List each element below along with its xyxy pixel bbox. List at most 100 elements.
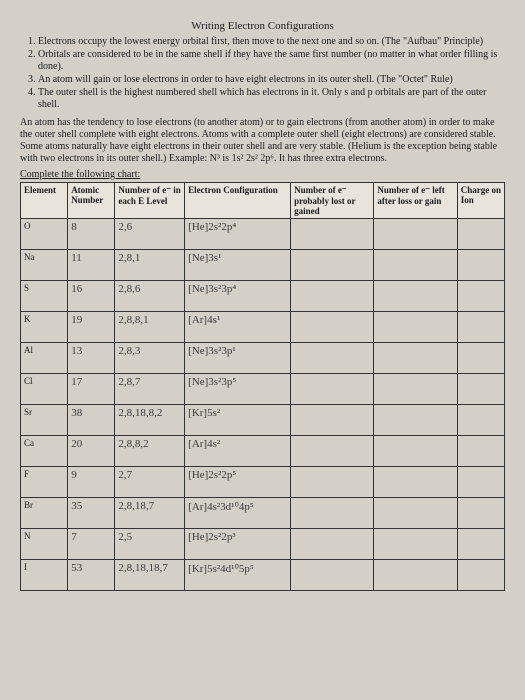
cell-left [374, 498, 457, 529]
cell-lost [291, 498, 374, 529]
cell-charge [457, 312, 504, 343]
cell-elem: K [21, 312, 68, 343]
table-row: Sr382,8,18,8,2[Kr]5s² [21, 405, 505, 436]
cell-left [374, 560, 457, 591]
cell-elem: Al [21, 343, 68, 374]
cell-config: [Ar]4s¹ [185, 312, 291, 343]
cell-numlevel: 2,8,6 [115, 281, 185, 312]
cell-atomic: 53 [68, 560, 115, 591]
cell-elem: Ca [21, 436, 68, 467]
cell-charge [457, 498, 504, 529]
table-row: Al132,8,3[Ne]3s²3p¹ [21, 343, 505, 374]
cell-numlevel: 2,8,1 [115, 250, 185, 281]
cell-charge [457, 560, 504, 591]
table-row: O82,6[He]2s²2p⁴ [21, 219, 505, 250]
header-charge: Charge on Ion [457, 183, 504, 219]
cell-left [374, 374, 457, 405]
rule-3: An atom will gain or lose electrons in o… [38, 74, 505, 86]
cell-lost [291, 436, 374, 467]
cell-lost [291, 467, 374, 498]
header-left: Number of e⁻ left after loss or gain [374, 183, 457, 219]
table-row: F92,7[He]2s²2p⁵ [21, 467, 505, 498]
cell-atomic: 16 [68, 281, 115, 312]
cell-config: [Ne]3s²3p⁵ [185, 374, 291, 405]
rule-4: The outer shell is the highest numbered … [38, 87, 505, 111]
cell-charge [457, 281, 504, 312]
cell-config: [He]2s²2p⁴ [185, 219, 291, 250]
table-row: N72,5[He]2s²2p³ [21, 529, 505, 560]
complete-instruction: Complete the following chart: [20, 169, 505, 180]
page-title: Writing Electron Configurations [20, 20, 505, 32]
cell-config: [Ne]3s²3p¹ [185, 343, 291, 374]
cell-atomic: 20 [68, 436, 115, 467]
cell-charge [457, 374, 504, 405]
cell-elem: Sr [21, 405, 68, 436]
cell-atomic: 8 [68, 219, 115, 250]
cell-charge [457, 405, 504, 436]
cell-left [374, 343, 457, 374]
cell-atomic: 9 [68, 467, 115, 498]
cell-left [374, 405, 457, 436]
cell-atomic: 19 [68, 312, 115, 343]
cell-left [374, 250, 457, 281]
cell-lost [291, 374, 374, 405]
cell-lost [291, 219, 374, 250]
cell-lost [291, 281, 374, 312]
table-row: Na112,8,1[Ne]3s¹ [21, 250, 505, 281]
cell-config: [Ar]4s²3d¹⁰4p⁵ [185, 498, 291, 529]
cell-lost [291, 560, 374, 591]
cell-left [374, 436, 457, 467]
cell-numlevel: 2,8,8,2 [115, 436, 185, 467]
cell-elem: Na [21, 250, 68, 281]
cell-atomic: 38 [68, 405, 115, 436]
table-row: Br352,8,18,7[Ar]4s²3d¹⁰4p⁵ [21, 498, 505, 529]
cell-charge [457, 219, 504, 250]
electron-config-table: Element Atomic Number Number of e⁻ in ea… [20, 182, 505, 591]
cell-charge [457, 467, 504, 498]
cell-atomic: 17 [68, 374, 115, 405]
header-lost: Number of e⁻ probably lost or gained [291, 183, 374, 219]
cell-config: [Ne]3s¹ [185, 250, 291, 281]
cell-lost [291, 405, 374, 436]
cell-elem: Br [21, 498, 68, 529]
cell-config: [Ar]4s² [185, 436, 291, 467]
cell-charge [457, 250, 504, 281]
cell-lost [291, 250, 374, 281]
table-row: Ca202,8,8,2[Ar]4s² [21, 436, 505, 467]
cell-elem: Cl [21, 374, 68, 405]
cell-elem: I [21, 560, 68, 591]
cell-numlevel: 2,8,7 [115, 374, 185, 405]
cell-atomic: 13 [68, 343, 115, 374]
cell-numlevel: 2,8,3 [115, 343, 185, 374]
cell-left [374, 529, 457, 560]
cell-numlevel: 2,8,18,8,2 [115, 405, 185, 436]
cell-left [374, 219, 457, 250]
cell-elem: O [21, 219, 68, 250]
header-atomic: Atomic Number [68, 183, 115, 219]
cell-elem: S [21, 281, 68, 312]
cell-config: [He]2s²2p⁵ [185, 467, 291, 498]
cell-elem: N [21, 529, 68, 560]
cell-atomic: 35 [68, 498, 115, 529]
cell-config: [Kr]5s² [185, 405, 291, 436]
table-row: I532,8,18,18,7[Kr]5s²4d¹⁰5p⁵ [21, 560, 505, 591]
cell-left [374, 281, 457, 312]
cell-numlevel: 2,8,18,7 [115, 498, 185, 529]
cell-numlevel: 2,8,18,18,7 [115, 560, 185, 591]
table-row: K192,8,8,1[Ar]4s¹ [21, 312, 505, 343]
table-header-row: Element Atomic Number Number of e⁻ in ea… [21, 183, 505, 219]
cell-lost [291, 343, 374, 374]
header-element: Element [21, 183, 68, 219]
cell-config: [Ne]3s²3p⁴ [185, 281, 291, 312]
cell-charge [457, 343, 504, 374]
cell-left [374, 312, 457, 343]
cell-charge [457, 436, 504, 467]
table-row: Cl172,8,7[Ne]3s²3p⁵ [21, 374, 505, 405]
cell-elem: F [21, 467, 68, 498]
rules-list: Electrons occupy the lowest energy orbit… [20, 36, 505, 111]
cell-numlevel: 2,7 [115, 467, 185, 498]
table-row: S162,8,6[Ne]3s²3p⁴ [21, 281, 505, 312]
rule-2: Orbitals are considered to be in the sam… [38, 49, 505, 73]
header-numlevel: Number of e⁻ in each E Level [115, 183, 185, 219]
cell-config: [He]2s²2p³ [185, 529, 291, 560]
